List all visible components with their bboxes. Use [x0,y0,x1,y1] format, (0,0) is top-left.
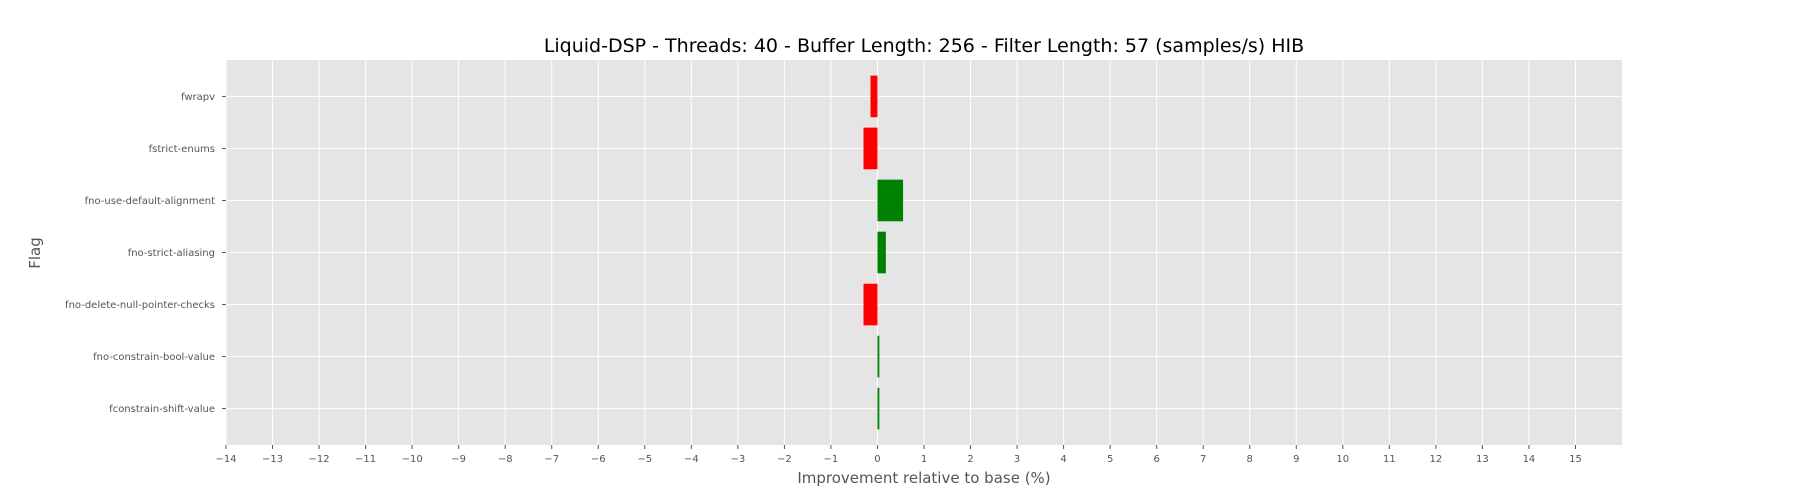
x-tick-label: −13 [262,454,283,465]
x-tick-label: −6 [591,454,606,465]
x-tick-label: 10 [1336,454,1349,465]
y-axis-ticks: fwrapv fstrict-enums fno-use-default-align… [65,92,226,415]
x-tick-label: 5 [1107,454,1113,465]
x-tick-label: −2 [777,454,792,465]
x-tick-label: −10 [402,454,423,465]
y-tick-label: fno-strict-aliasing [128,248,215,259]
grid-lines [225,60,1622,445]
x-tick-label: 12 [1429,454,1442,465]
x-tick-label: 9 [1293,454,1299,465]
x-tick-label: 3 [1014,454,1020,465]
bar-fconstrain-shift-value [877,387,880,430]
x-tick-label: 7 [1200,454,1206,465]
x-tick-label: 13 [1476,454,1489,465]
y-tick-label: fno-constrain-bool-value [93,352,215,363]
x-tick-label: 15 [1569,454,1582,465]
y-tick-label: fwrapv [181,92,215,103]
x-axis-ticks: −14 −13 −12 −11 −10 −9 −8 −7 −6 −5 −4 −3 −2 −1 0 1 2 3 4 5 6… [215,445,1582,465]
x-tick-label: 1 [921,454,927,465]
x-tick-label: −5 [637,454,652,465]
y-tick-label: fno-delete-null-pointer-checks [65,300,215,311]
bar-fstrict-enums [863,127,878,170]
x-tick-label: −7 [544,454,559,465]
x-tick-label: −1 [824,454,839,465]
bar-fno-delete-null-pointer-checks [863,283,878,326]
x-tick-label: −4 [684,454,699,465]
bar-fno-use-default-alignment [877,179,904,222]
x-tick-label: 2 [967,454,973,465]
x-tick-label: 6 [1153,454,1159,465]
x-tick-label: −8 [498,454,513,465]
x-tick-label: 0 [874,454,880,465]
y-tick-label: fstrict-enums [149,144,215,155]
y-tick-label: fconstrain-shift-value [109,404,215,415]
x-tick-label: −14 [215,454,236,465]
bars [863,75,904,430]
bar-fno-strict-aliasing [877,231,886,274]
x-axis-label: Improvement relative to base (%) [797,469,1050,487]
bar-fno-constrain-bool-value [877,335,880,378]
x-tick-label: −3 [730,454,745,465]
x-tick-label: 8 [1247,454,1253,465]
x-tick-label: −11 [355,454,376,465]
y-axis-label: Flag [26,237,44,269]
y-tick-label: fno-use-default-alignment [85,196,215,207]
chart-title: Liquid-DSP - Threads: 40 - Buffer Length… [544,35,1304,57]
x-tick-label: 11 [1383,454,1396,465]
bar-fwrapv [870,75,878,118]
x-tick-label: −9 [451,454,466,465]
x-tick-label: −12 [309,454,330,465]
x-tick-label: 14 [1523,454,1536,465]
x-tick-label: 4 [1060,454,1066,465]
